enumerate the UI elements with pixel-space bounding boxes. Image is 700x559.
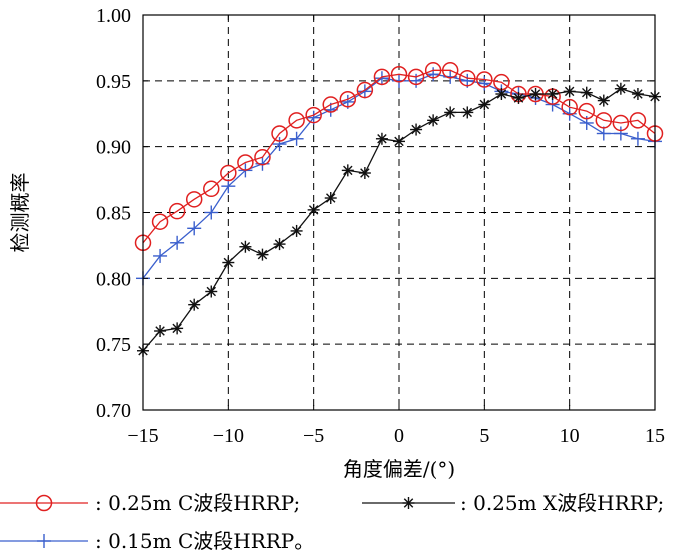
data-point-circle xyxy=(373,68,391,86)
data-point-circle xyxy=(629,112,647,129)
data-point-star xyxy=(393,135,405,148)
data-point-star xyxy=(402,497,415,509)
data-point-star xyxy=(631,88,644,100)
data-point-circle xyxy=(578,102,595,120)
data-point-circle xyxy=(237,154,254,171)
data-point-circle xyxy=(595,112,613,129)
data-point-plus xyxy=(170,235,185,250)
y-tick-label: 0.85 xyxy=(96,203,131,225)
data-point-star xyxy=(563,85,576,98)
data-point-circle xyxy=(35,494,53,512)
data-point-circle xyxy=(476,71,493,88)
x-tick-label: −15 xyxy=(127,425,158,447)
x-tick-label: 10 xyxy=(560,425,580,447)
data-point-circle xyxy=(271,125,288,142)
data-point-plus xyxy=(272,137,287,152)
data-point-star xyxy=(375,132,388,145)
axis-ticks: −15 −10 −5 0 5 10 15 0.70 0.75 0.80 0.85 0.90 0.95 1.… xyxy=(96,5,665,447)
data-point-plus xyxy=(204,205,219,220)
legend-item-2: : 0.15m C波段HRRP。 xyxy=(0,529,314,553)
data-point-circle xyxy=(561,98,578,116)
data-point-star xyxy=(290,224,303,237)
data-point-plus xyxy=(630,131,645,146)
x-tick-label: 15 xyxy=(645,425,665,447)
data-point-circle xyxy=(168,202,186,220)
data-point-circle xyxy=(424,62,442,79)
legend-item-0: : 0.25m C波段HRRP; xyxy=(0,491,300,515)
data-point-star xyxy=(239,240,252,253)
data-point-star xyxy=(341,164,354,177)
data-point-star xyxy=(205,285,218,298)
data-point-star xyxy=(171,322,184,335)
legend-item-1: : 0.25m X波段HRRP; xyxy=(362,491,664,515)
x-tick-label: 0 xyxy=(394,425,404,447)
legend-label: : 0.25m C波段HRRP; xyxy=(95,491,300,515)
data-point-plus xyxy=(221,179,236,194)
data-point-star xyxy=(188,298,201,311)
data-point-circle xyxy=(407,68,425,86)
data-point-circle xyxy=(322,96,339,113)
y-tick-label: 0.90 xyxy=(96,137,131,159)
data-point-plus xyxy=(187,221,202,236)
data-point-star xyxy=(512,91,525,104)
y-tick-label: 0.70 xyxy=(96,400,131,422)
data-point-star xyxy=(273,238,286,251)
data-point-plus xyxy=(289,131,304,146)
data-point-star xyxy=(222,256,235,269)
data-point-star xyxy=(580,86,593,99)
y-tick-label: 0.80 xyxy=(96,268,131,290)
data-point-star xyxy=(495,88,508,100)
legend-label: : 0.25m X波段HRRP; xyxy=(460,491,664,515)
data-point-plus xyxy=(374,71,389,86)
x-tick-label: 5 xyxy=(479,425,489,447)
data-point-plus xyxy=(357,84,372,99)
data-point-circle xyxy=(339,91,357,108)
legend-label: : 0.15m C波段HRRP。 xyxy=(95,529,314,553)
y-tick-label: 0.95 xyxy=(96,71,131,93)
data-point-star xyxy=(256,248,269,261)
data-point-star xyxy=(614,82,627,95)
x-axis-title: 角度偏差/(°) xyxy=(343,457,455,481)
data-point-circle xyxy=(288,112,305,129)
data-point-star xyxy=(154,325,167,337)
data-point-plus xyxy=(37,534,51,548)
y-tick-label: 0.75 xyxy=(96,334,131,356)
data-point-circle xyxy=(459,69,476,87)
x-tick-label: −5 xyxy=(303,425,324,447)
data-point-circle xyxy=(441,62,459,79)
legend: : 0.25m C波段HRRP; : 0.25m X波段HRRP; : 0.15m … xyxy=(0,491,664,553)
data-point-circle xyxy=(390,66,408,83)
data-point-star xyxy=(546,88,559,100)
data-point-star xyxy=(427,114,440,127)
y-tick-label: 1.00 xyxy=(96,5,131,27)
data-point-plus xyxy=(153,248,168,263)
data-point-plus xyxy=(409,73,424,88)
data-point-star xyxy=(597,94,610,107)
data-point-star xyxy=(529,88,542,100)
data-point-plus xyxy=(477,76,492,91)
data-point-star xyxy=(307,203,320,216)
data-point-circle xyxy=(254,148,271,166)
y-axis-title: 检测概率 xyxy=(8,173,32,253)
data-point-star xyxy=(358,167,371,179)
data-point-plus xyxy=(596,126,611,141)
data-point-circle xyxy=(356,81,374,99)
data-point-circle xyxy=(151,213,169,230)
data-point-circle xyxy=(305,106,322,124)
data-point-plus xyxy=(613,126,628,141)
data-point-star xyxy=(410,123,423,136)
data-point-star xyxy=(478,98,491,111)
data-point-star xyxy=(461,106,474,119)
data-point-circle xyxy=(185,191,203,208)
data-point-star xyxy=(444,106,457,119)
x-tick-label: −10 xyxy=(213,425,244,447)
data-point-circle xyxy=(612,114,630,132)
data-point-circle xyxy=(220,164,237,182)
data-point-circle xyxy=(203,180,220,198)
series-line xyxy=(142,69,656,244)
data-point-plus xyxy=(426,67,441,82)
data-point-star xyxy=(324,192,337,205)
